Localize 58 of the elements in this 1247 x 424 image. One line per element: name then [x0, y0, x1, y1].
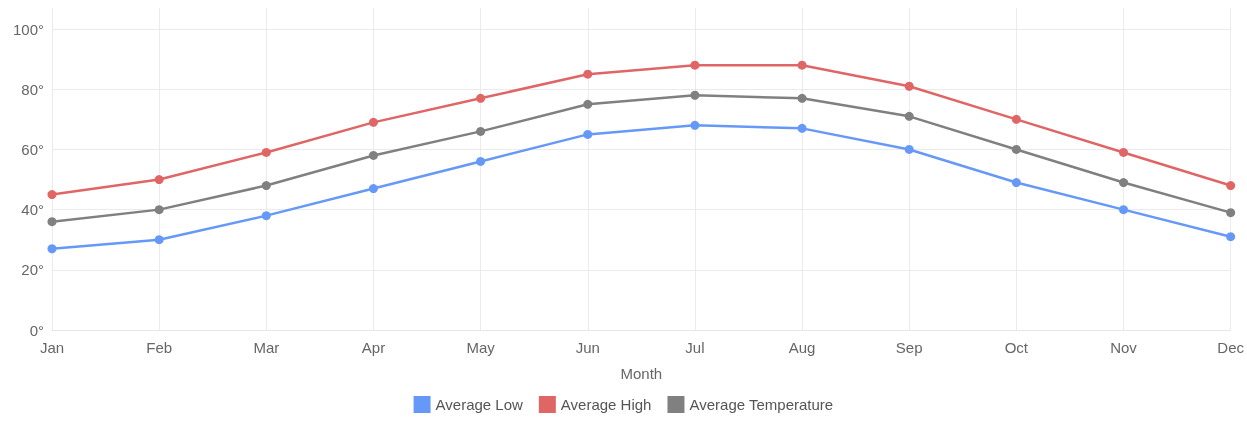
point: [583, 129, 593, 139]
point: [154, 235, 164, 245]
y-tick-label: 80°: [21, 80, 44, 98]
point: [261, 147, 271, 157]
y-tick-label: 60°: [21, 140, 44, 158]
point: [904, 81, 914, 91]
y-tick-label: 0°: [29, 321, 44, 339]
point: [368, 184, 378, 194]
point: [797, 123, 807, 133]
point: [797, 93, 807, 103]
legend-label: Average High: [560, 396, 652, 413]
point: [368, 117, 378, 127]
x-tick-label: Jun: [575, 339, 600, 356]
point: [690, 60, 700, 70]
point: [1226, 181, 1236, 191]
point: [690, 120, 700, 130]
y-tick-label: 100°: [12, 20, 44, 38]
x-tick-label: Aug: [788, 339, 816, 356]
point: [476, 126, 486, 136]
point: [368, 150, 378, 160]
point: [261, 181, 271, 191]
point: [47, 217, 57, 227]
x-tick-label: Feb: [146, 339, 173, 356]
point: [154, 175, 164, 185]
point: [1011, 178, 1021, 188]
x-tick-label: Apr: [361, 339, 386, 356]
point: [476, 156, 486, 166]
point: [690, 90, 700, 100]
point: [47, 190, 57, 200]
point: [583, 69, 593, 79]
legend-label: Average Temperature: [689, 396, 834, 413]
x-tick-label: Oct: [1004, 339, 1029, 356]
point: [1119, 147, 1129, 157]
x-tick-label: Mar: [253, 339, 280, 356]
point: [476, 93, 486, 103]
point: [154, 205, 164, 215]
x-tick-label: Nov: [1110, 339, 1138, 356]
x-axis-title: Month: [620, 365, 663, 382]
point: [1011, 144, 1021, 154]
point: [1119, 178, 1129, 188]
point: [1119, 205, 1129, 215]
y-tick-label: 20°: [21, 261, 44, 279]
point: [904, 111, 914, 121]
point: [904, 144, 914, 154]
point: [1226, 208, 1236, 218]
x-tick-label: Sep: [895, 339, 923, 356]
point: [47, 244, 57, 254]
point: [1226, 232, 1236, 242]
legend-label: Average Low: [435, 396, 524, 413]
x-tick-label: Jul: [685, 339, 705, 356]
point: [797, 60, 807, 70]
x-tick-label: May: [466, 339, 496, 356]
point: [1011, 114, 1021, 124]
y-tick-label: 40°: [21, 201, 44, 219]
point: [583, 99, 593, 109]
x-tick-label: Jan: [39, 339, 65, 356]
point: [261, 211, 271, 221]
x-tick-label: Dec: [1217, 339, 1245, 356]
